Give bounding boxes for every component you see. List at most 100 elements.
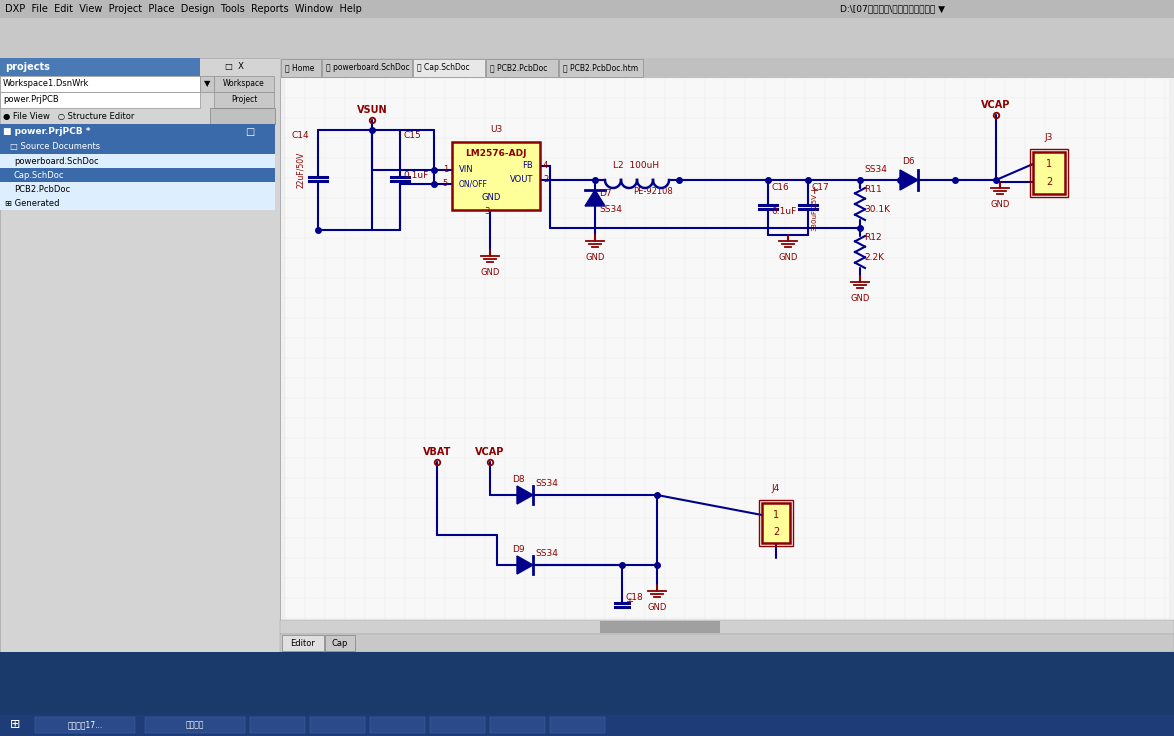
Text: 1: 1 <box>772 510 780 520</box>
Bar <box>0 58 200 76</box>
Bar <box>281 58 1174 78</box>
Polygon shape <box>585 190 605 206</box>
Text: Cap: Cap <box>332 639 349 648</box>
Text: 30.1K: 30.1K <box>864 205 890 214</box>
Text: VBAT: VBAT <box>423 447 451 457</box>
Bar <box>413 59 485 77</box>
Polygon shape <box>517 486 533 504</box>
Bar <box>370 717 425 733</box>
Text: 🏠 Home: 🏠 Home <box>285 63 315 73</box>
Text: ■ power.PrjPCB *: ■ power.PrjPCB * <box>4 127 90 136</box>
Text: ⊞ Generated: ⊞ Generated <box>5 199 60 208</box>
Text: 5: 5 <box>443 180 448 188</box>
Text: 2.2K: 2.2K <box>864 253 884 263</box>
Text: powerboard.SchDoc: powerboard.SchDoc <box>14 157 99 166</box>
Bar <box>0 168 275 182</box>
Text: 4: 4 <box>544 161 548 171</box>
Text: VCAP: VCAP <box>475 447 505 457</box>
Text: □ Source Documents: □ Source Documents <box>11 143 100 152</box>
Text: SS34: SS34 <box>535 478 558 487</box>
Bar <box>760 500 792 546</box>
Bar <box>486 59 558 77</box>
Text: SS34: SS34 <box>864 166 886 174</box>
Text: GND: GND <box>778 253 797 262</box>
Bar <box>35 717 135 733</box>
Bar <box>214 76 274 92</box>
Bar <box>0 715 1174 736</box>
Text: GND: GND <box>480 268 500 277</box>
Text: D:\[07技术创新\一款太阳能充电电 ▼: D:\[07技术创新\一款太阳能充电电 ▼ <box>841 4 945 13</box>
Text: FB: FB <box>522 161 533 171</box>
Text: R11: R11 <box>864 185 882 194</box>
Bar <box>0 140 275 154</box>
Bar <box>200 76 214 92</box>
Text: +: + <box>625 597 633 607</box>
Text: 📄 PCB2.PcbDoc.htm: 📄 PCB2.PcbDoc.htm <box>564 63 639 73</box>
Text: 1: 1 <box>443 166 448 174</box>
Bar <box>0 124 275 140</box>
Bar <box>0 0 1174 18</box>
Text: 3: 3 <box>484 208 490 216</box>
Text: GND: GND <box>991 200 1010 209</box>
Text: J3: J3 <box>1045 133 1053 142</box>
Text: projects: projects <box>5 62 49 72</box>
Polygon shape <box>517 556 533 574</box>
Bar <box>0 76 200 92</box>
Text: C18: C18 <box>625 593 642 603</box>
Bar <box>0 38 1174 58</box>
Text: +: + <box>810 186 819 196</box>
Text: L2  100uH: L2 100uH <box>613 161 659 171</box>
Bar <box>1030 149 1068 197</box>
Text: J4: J4 <box>771 484 781 493</box>
Text: DXP  File  Edit  View  Project  Place  Design  Tools  Reports  Window  Help: DXP File Edit View Project Place Design … <box>5 4 362 14</box>
Text: D7: D7 <box>599 189 612 199</box>
Text: GND: GND <box>850 294 870 303</box>
Bar <box>0 18 1174 38</box>
Bar <box>490 717 545 733</box>
Text: 330uF/25V: 330uF/25V <box>811 193 817 231</box>
Bar <box>0 182 275 196</box>
Polygon shape <box>900 170 918 190</box>
Bar <box>146 717 245 733</box>
Text: Project: Project <box>231 96 257 105</box>
Text: ON/OFF: ON/OFF <box>459 180 488 188</box>
Text: 22uF/50V: 22uF/50V <box>296 152 304 188</box>
Text: 搜索一下: 搜索一下 <box>185 721 204 729</box>
Bar <box>281 59 321 77</box>
Text: GND: GND <box>586 253 605 262</box>
Bar <box>600 621 720 633</box>
Bar <box>282 635 324 651</box>
Bar <box>0 92 200 108</box>
Text: 2: 2 <box>772 527 780 537</box>
Text: VOUT: VOUT <box>510 175 533 185</box>
Bar <box>430 717 485 733</box>
Bar <box>1033 152 1065 194</box>
Text: VSUN: VSUN <box>357 105 387 115</box>
Text: ⊞: ⊞ <box>9 718 20 732</box>
Bar <box>281 634 1174 652</box>
Text: Cap.SchDoc: Cap.SchDoc <box>14 171 65 180</box>
Bar <box>452 142 540 210</box>
Text: 📄 PCB2.PcbDoc: 📄 PCB2.PcbDoc <box>490 63 547 73</box>
Bar <box>281 58 1174 715</box>
Bar <box>250 717 305 733</box>
Bar <box>285 78 1169 708</box>
Text: D8: D8 <box>512 475 525 484</box>
Text: 📄 Cap.SchDoc: 📄 Cap.SchDoc <box>417 63 470 73</box>
Text: PE-92108: PE-92108 <box>633 188 673 197</box>
Text: C14: C14 <box>291 130 309 140</box>
Text: 2: 2 <box>1046 177 1052 187</box>
Text: 1: 1 <box>1046 159 1052 169</box>
Bar <box>762 503 790 543</box>
Text: R12: R12 <box>864 233 882 242</box>
Bar <box>310 717 365 733</box>
Bar <box>549 717 605 733</box>
Text: D6: D6 <box>902 158 915 166</box>
Bar <box>322 59 412 77</box>
Text: GND: GND <box>483 193 501 202</box>
Text: 0.1uF: 0.1uF <box>403 171 429 180</box>
Text: C16: C16 <box>771 183 789 193</box>
Text: SS34: SS34 <box>535 548 558 557</box>
Bar <box>0 715 1174 736</box>
Text: ▼: ▼ <box>204 79 210 88</box>
